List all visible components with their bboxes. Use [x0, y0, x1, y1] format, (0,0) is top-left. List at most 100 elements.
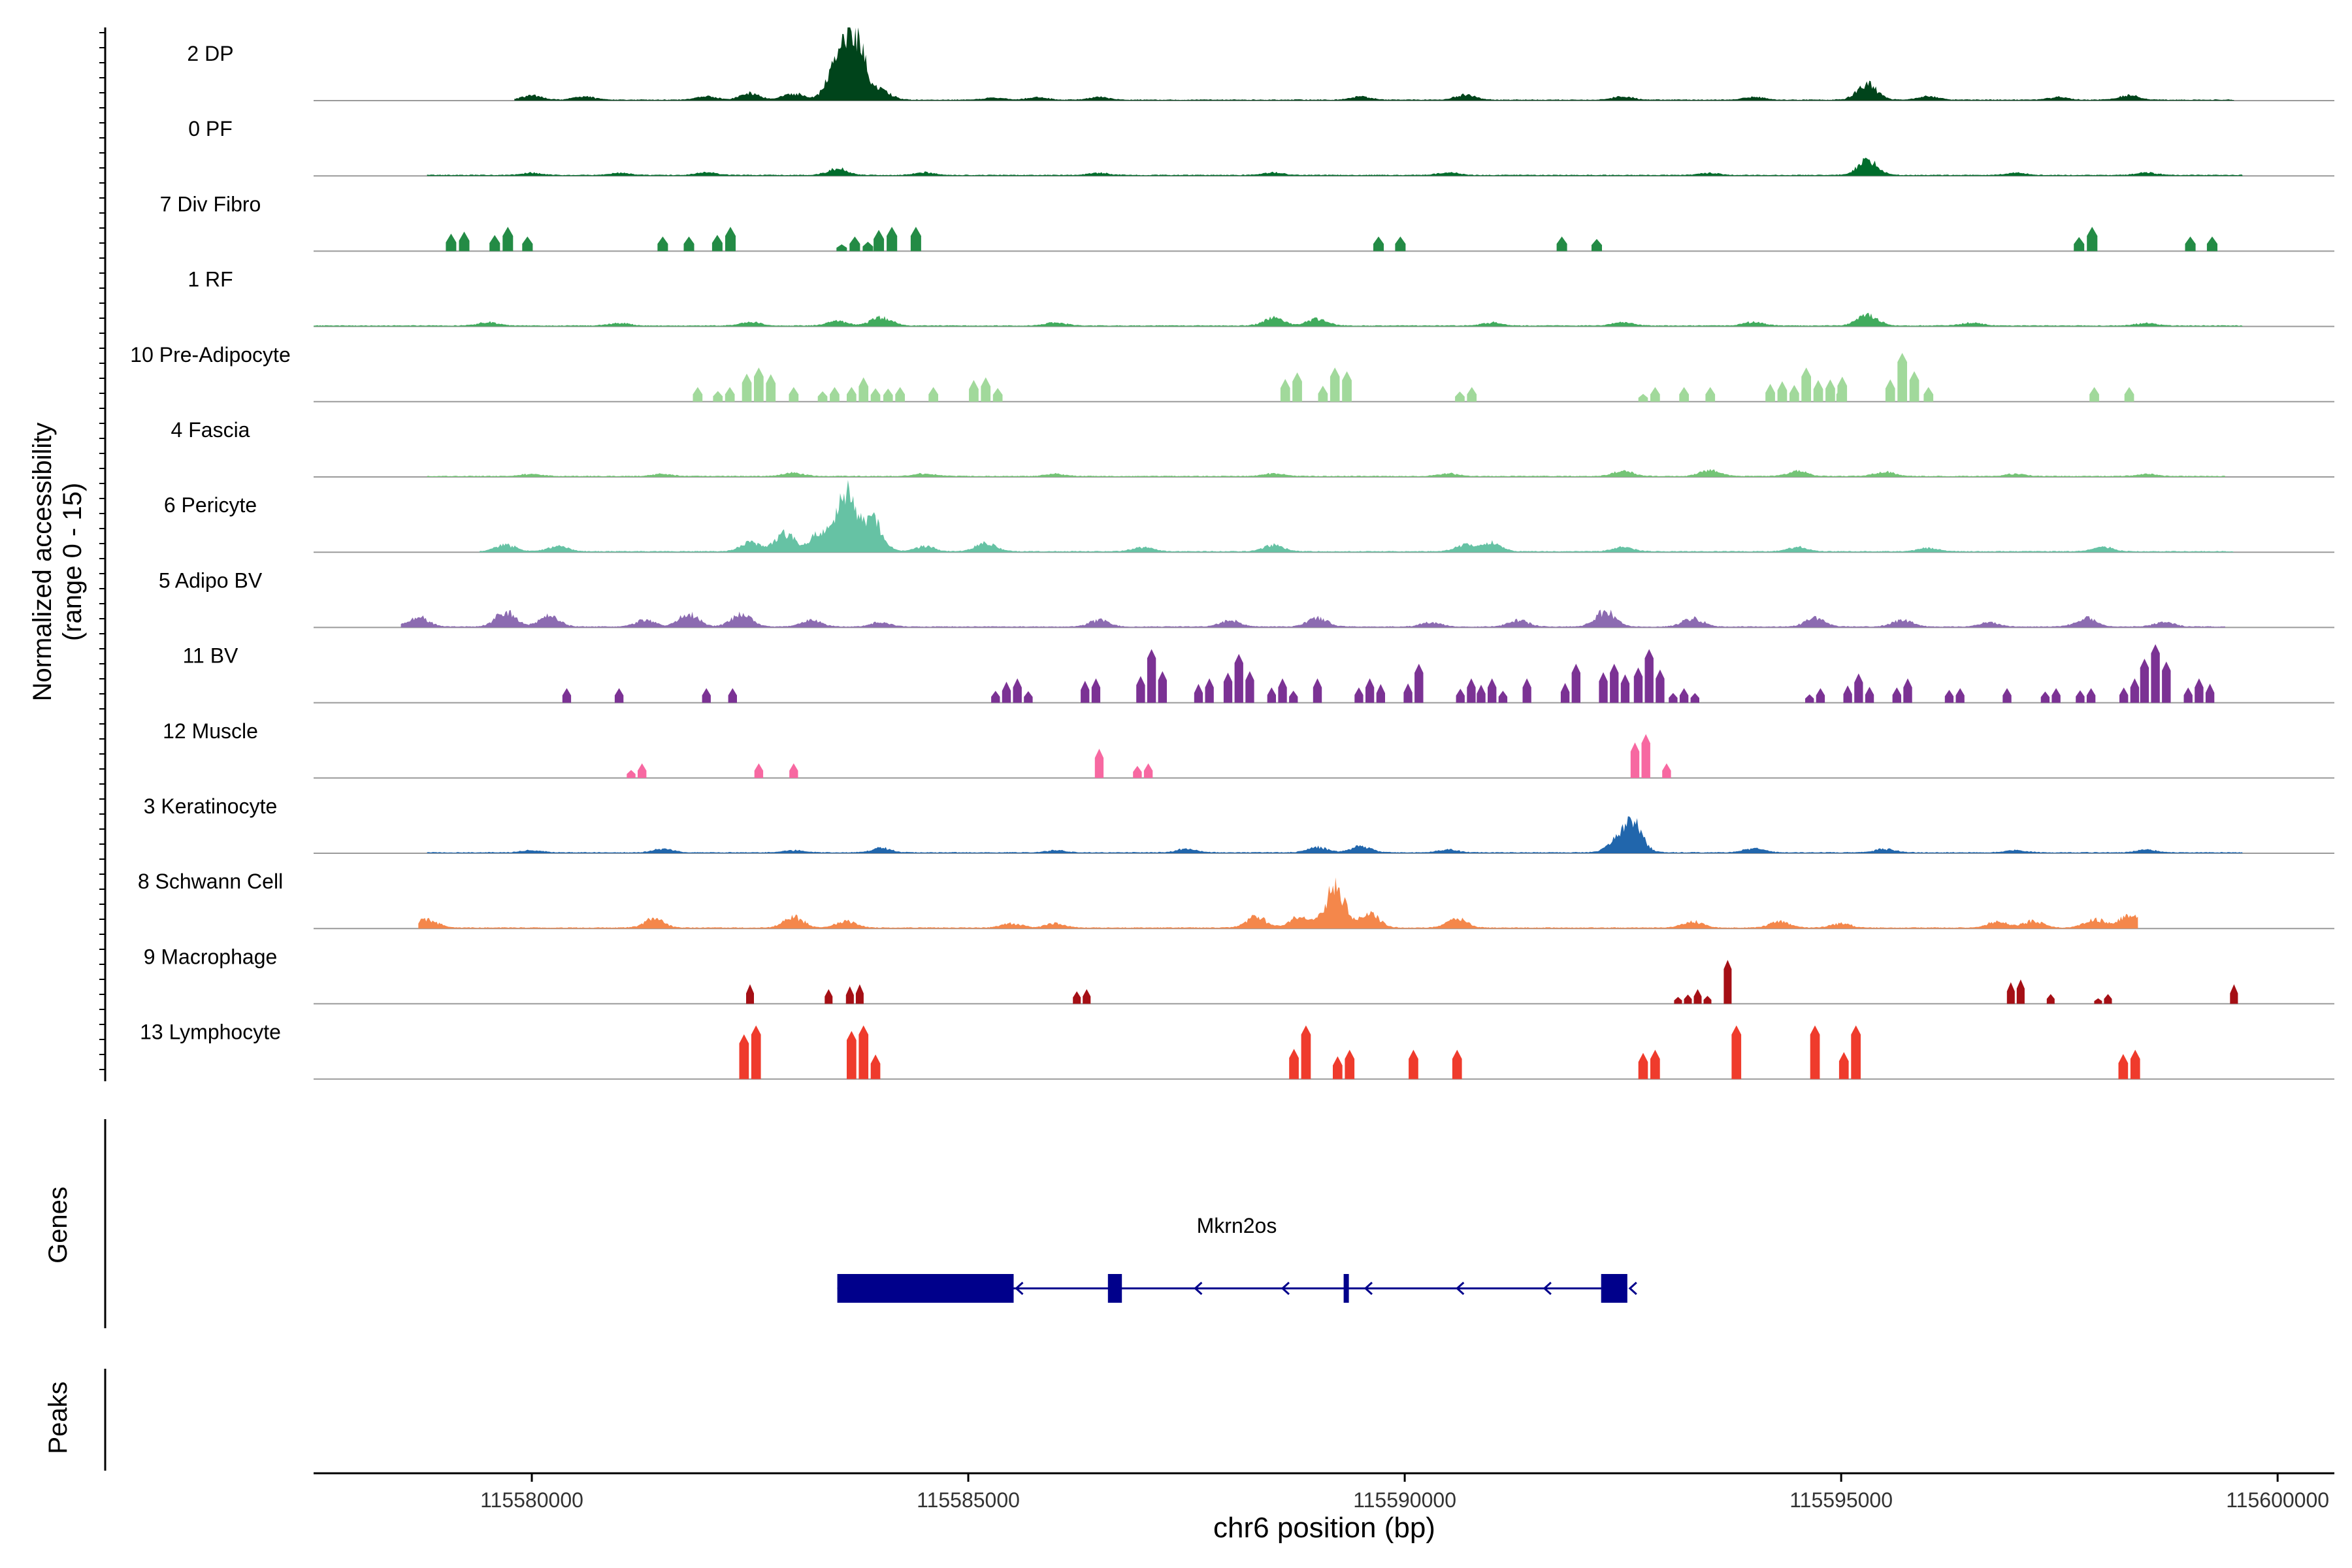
coverage-peak: [1810, 1025, 1820, 1079]
coverage-peak: [1838, 1052, 1849, 1079]
coverage-area: [400, 610, 2225, 628]
coverage-peak: [2087, 227, 2098, 252]
coverage-peak: [489, 235, 500, 252]
coverage-peak: [1234, 653, 1243, 703]
coverage-peak: [817, 391, 828, 402]
gene-name-label: Mkrn2os: [1197, 1214, 1277, 1237]
coverage-peak: [1158, 671, 1167, 703]
coverage-peak: [1599, 672, 1608, 703]
coverage-tracks: 2 DP 0 PF 7 Div Fibro 1 RF 10 Pre-Adipocyte 4…: [130, 27, 2334, 1080]
strand-arrow: [1364, 1281, 1373, 1296]
y-axis-title: Normalized accessibility: [28, 423, 57, 702]
coverage-peak: [1662, 763, 1671, 778]
coverage-peak: [1909, 371, 1919, 402]
coverage-peak: [683, 237, 694, 252]
coverage-peak: [981, 377, 991, 402]
coverage-peak: [1205, 678, 1214, 703]
coverage-peak: [1854, 673, 1863, 703]
coverage-peak: [713, 391, 723, 402]
coverage-peak: [870, 388, 881, 402]
coverage-peak: [1136, 676, 1145, 703]
coverage-peak: [1455, 391, 1465, 402]
coverage-peak: [2195, 678, 2204, 703]
coverage-peak: [1656, 669, 1665, 703]
coverage-peak: [1816, 688, 1825, 703]
coverage-area: [514, 27, 2234, 101]
coverage-peak: [754, 367, 764, 402]
strand-arrow: [1281, 1281, 1290, 1296]
coverage-peak: [1641, 734, 1650, 778]
coverage-track: 12 Muscle: [163, 719, 2334, 779]
coverage-peak: [751, 1025, 761, 1079]
coverage-peak: [789, 387, 799, 402]
coverage-peak: [614, 688, 624, 703]
coverage-peak: [627, 770, 636, 778]
x-tick-label: 115590000: [1353, 1488, 1456, 1512]
gene-exon: [1107, 1274, 1122, 1303]
coverage-peak: [1851, 1025, 1861, 1079]
coverage-peak: [2124, 387, 2134, 402]
coverage-peak: [1693, 989, 1702, 1004]
coverage-peak: [1278, 678, 1287, 703]
coverage-peak: [1403, 683, 1413, 703]
coverage-peak: [725, 387, 735, 402]
coverage-peak: [502, 227, 514, 252]
coverage-peak: [1094, 749, 1104, 778]
coverage-peak: [847, 387, 857, 402]
coverage-peak: [2183, 687, 2193, 703]
peaks-panel-label: Peaks: [44, 1381, 73, 1454]
coverage-peak: [2086, 688, 2096, 703]
coverage-peak: [2118, 1054, 2129, 1079]
coverage-peak: [1333, 1056, 1343, 1079]
coverage-peak: [711, 235, 723, 252]
coverage-peak: [1301, 1025, 1311, 1079]
coverage-peak: [1073, 991, 1081, 1004]
coverage-peak: [910, 227, 921, 252]
coverage-peak: [2185, 237, 2196, 252]
coverage-peak: [1723, 960, 1732, 1004]
coverage-peak: [2205, 683, 2215, 703]
coverage-peak: [1825, 379, 1835, 402]
coverage-peak: [728, 688, 737, 703]
coverage-peak: [2151, 644, 2160, 703]
coverage-peak: [1638, 1053, 1648, 1079]
coverage-track: 8 Schwann Cell: [138, 870, 2334, 930]
coverage-peak: [725, 227, 736, 252]
coverage-peak: [1801, 367, 1811, 402]
coverage-peak: [1789, 385, 1799, 402]
coverage-peak: [862, 242, 874, 252]
strand-arrow: [1628, 1281, 1637, 1296]
coverage-peak: [1292, 372, 1302, 402]
coverage-peak: [1620, 674, 1630, 703]
coverage-peak: [1955, 688, 1965, 703]
coverage-track: 10 Pre-Adipocyte: [130, 343, 2334, 402]
coverage-peak: [1923, 387, 1934, 402]
coverage-peak: [1452, 1049, 1462, 1079]
coverage-peak: [1456, 689, 1465, 703]
coverage-peak: [1467, 678, 1476, 703]
strand-arrow: [1194, 1281, 1203, 1296]
coverage-peak: [1409, 1049, 1418, 1079]
track-label: 5 Adipo BV: [159, 568, 263, 592]
coverage-peak: [1223, 672, 1233, 703]
coverage-peak: [1147, 649, 1156, 703]
coverage-peak: [1365, 678, 1375, 703]
track-label: 0 PF: [188, 117, 233, 140]
track-label: 3 Keratinocyte: [144, 794, 278, 818]
coverage-peak: [746, 984, 754, 1004]
coverage-peak: [1684, 994, 1692, 1004]
track-label: 2 DP: [187, 42, 233, 65]
coverage-peak: [1892, 687, 1901, 703]
track-label: 10 Pre-Adipocyte: [130, 343, 290, 367]
coverage-peak: [2016, 979, 2025, 1004]
coverage-peak: [1630, 742, 1640, 778]
coverage-peak: [845, 986, 854, 1004]
coverage-peak: [693, 387, 703, 402]
coverage-peak: [830, 387, 840, 402]
x-tick-label: 115595000: [1789, 1488, 1893, 1512]
coverage-peak: [1885, 379, 1895, 402]
coverage-peak: [2076, 690, 2085, 703]
coverage-peak: [1267, 687, 1276, 703]
coverage-peak: [2230, 984, 2238, 1004]
coverage-peak: [1414, 663, 1424, 703]
